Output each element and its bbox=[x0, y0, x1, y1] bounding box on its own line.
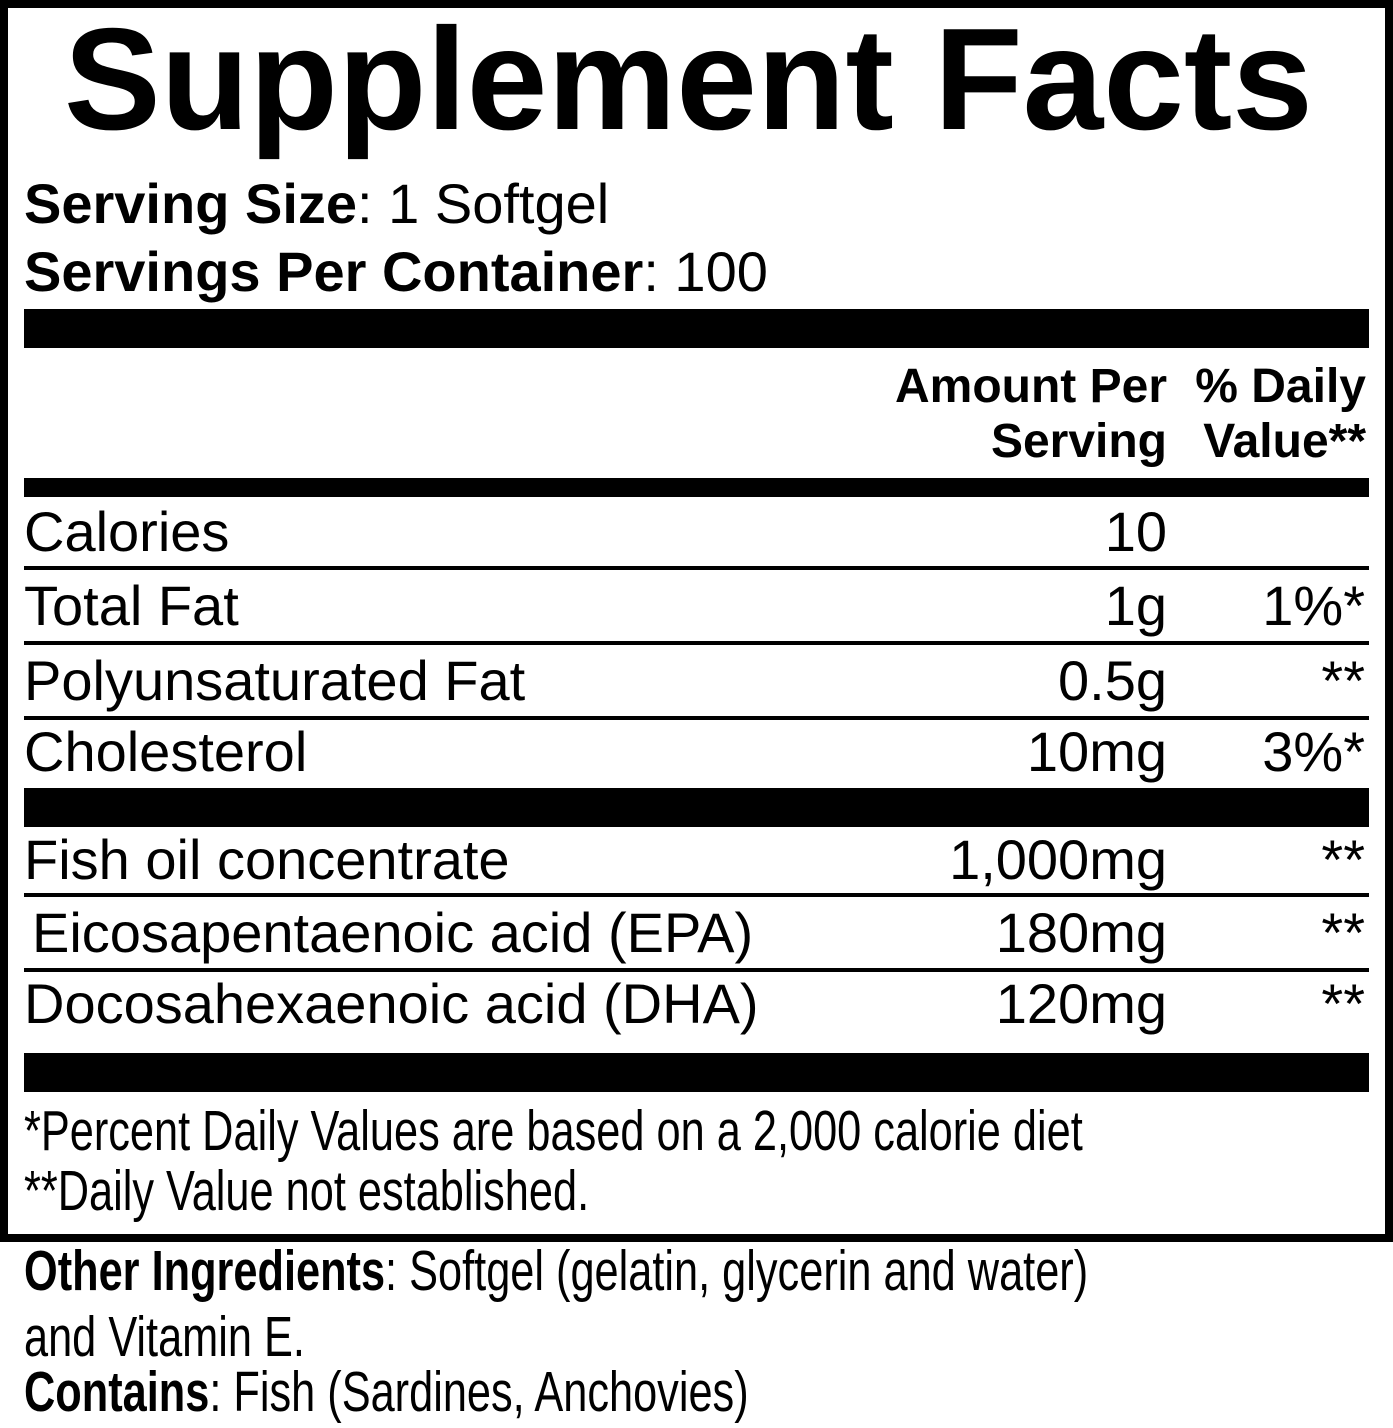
facts-panel-border bbox=[0, 0, 1393, 1242]
serving-info: Serving Size: 1 Softgel Servings Per Con… bbox=[24, 170, 768, 306]
section-bar-header bbox=[24, 478, 1369, 497]
nutrient-amount: 180mg bbox=[995, 901, 1167, 964]
contains-value: : Fish (Sardines, Anchovies) bbox=[209, 1360, 749, 1424]
nutrient-dv: 1%* bbox=[1262, 574, 1365, 637]
contains-label: Contains bbox=[24, 1360, 210, 1424]
amount-per-serving-header: Amount Per Serving bbox=[895, 359, 1167, 469]
section-bar-bottom bbox=[24, 1053, 1369, 1092]
nutrient-amount: 10mg bbox=[1026, 720, 1167, 783]
nutrient-table-oils: Fish oil concentrate 1,000mg ** Eicosape… bbox=[24, 827, 1369, 1053]
other-ingredients-line1: Other Ingredients: Softgel (gelatin, gly… bbox=[24, 1237, 1088, 1305]
amount-header-line1: Amount Per bbox=[894, 360, 1167, 413]
nutrient-dv: ** bbox=[1321, 828, 1365, 891]
amount-header-line2: Serving bbox=[990, 415, 1167, 468]
servings-per-container-label: Servings Per Container bbox=[24, 240, 644, 303]
nutrient-label: Cholesterol bbox=[24, 720, 308, 783]
table-row-epa: Eicosapentaenoic acid (EPA) 180mg ** bbox=[24, 897, 1369, 972]
nutrient-amount: 1g bbox=[1104, 574, 1167, 637]
nutrient-dv: ** bbox=[1321, 901, 1365, 964]
contains-line: Contains: Fish (Sardines, Anchovies) bbox=[24, 1358, 749, 1426]
nutrient-amount: 1,000mg bbox=[949, 828, 1167, 891]
other-ingredients-value: : Softgel (gelatin, glycerin and water) bbox=[385, 1239, 1089, 1303]
nutrient-label: Eicosapentaenoic acid (EPA) bbox=[32, 901, 754, 964]
other-ingredients-line2: and Vitamin E. bbox=[24, 1305, 305, 1369]
nutrient-label: Docosahexaenoic acid (DHA) bbox=[24, 972, 759, 1035]
footnote-percent-daily-value: *Percent Daily Values are based on a 2,0… bbox=[24, 1099, 1083, 1163]
section-bar-middle bbox=[24, 788, 1369, 827]
servings-per-container-line: Servings Per Container: 100 bbox=[24, 238, 768, 306]
nutrient-label: Calories bbox=[24, 500, 230, 563]
nutrient-table-macros: Calories 10 Total Fat 1g 1%* Polyunsatur… bbox=[24, 497, 1369, 788]
nutrient-amount: 10 bbox=[1104, 500, 1167, 563]
dv-header-line2: Value** bbox=[1203, 415, 1366, 468]
table-row-fish-oil: Fish oil concentrate 1,000mg ** bbox=[24, 827, 1369, 897]
nutrient-label: Polyunsaturated Fat bbox=[24, 649, 526, 712]
table-row-cholesterol: Cholesterol 10mg 3%* bbox=[24, 720, 1369, 788]
table-row-dha: Docosahexaenoic acid (DHA) 120mg ** bbox=[24, 972, 1369, 1053]
nutrient-label: Total Fat bbox=[24, 574, 239, 637]
table-row-polyunsaturated-fat: Polyunsaturated Fat 0.5g ** bbox=[24, 645, 1369, 720]
nutrient-dv: 3%* bbox=[1262, 720, 1365, 783]
footnote-not-established: **Daily Value not established. bbox=[24, 1159, 590, 1223]
nutrient-dv: ** bbox=[1321, 649, 1365, 712]
serving-size-label: Serving Size bbox=[24, 172, 358, 235]
table-row-total-fat: Total Fat 1g 1%* bbox=[24, 570, 1369, 645]
nutrient-dv: ** bbox=[1321, 972, 1365, 1035]
servings-per-container-value: : 100 bbox=[643, 240, 768, 303]
nutrient-label: Fish oil concentrate bbox=[24, 828, 510, 891]
section-bar-top bbox=[24, 309, 1369, 348]
dv-header-line1: % Daily bbox=[1195, 360, 1366, 413]
nutrient-amount: 0.5g bbox=[1058, 649, 1167, 712]
other-ingredients-label: Other Ingredients bbox=[24, 1239, 386, 1303]
daily-value-header: % Daily Value** bbox=[1195, 359, 1366, 469]
table-row-calories: Calories 10 bbox=[24, 497, 1369, 570]
serving-size-line: Serving Size: 1 Softgel bbox=[24, 170, 768, 238]
page-title: Supplement Facts bbox=[64, 0, 1313, 160]
nutrient-amount: 120mg bbox=[995, 972, 1167, 1035]
serving-size-value: : 1 Softgel bbox=[357, 172, 610, 235]
